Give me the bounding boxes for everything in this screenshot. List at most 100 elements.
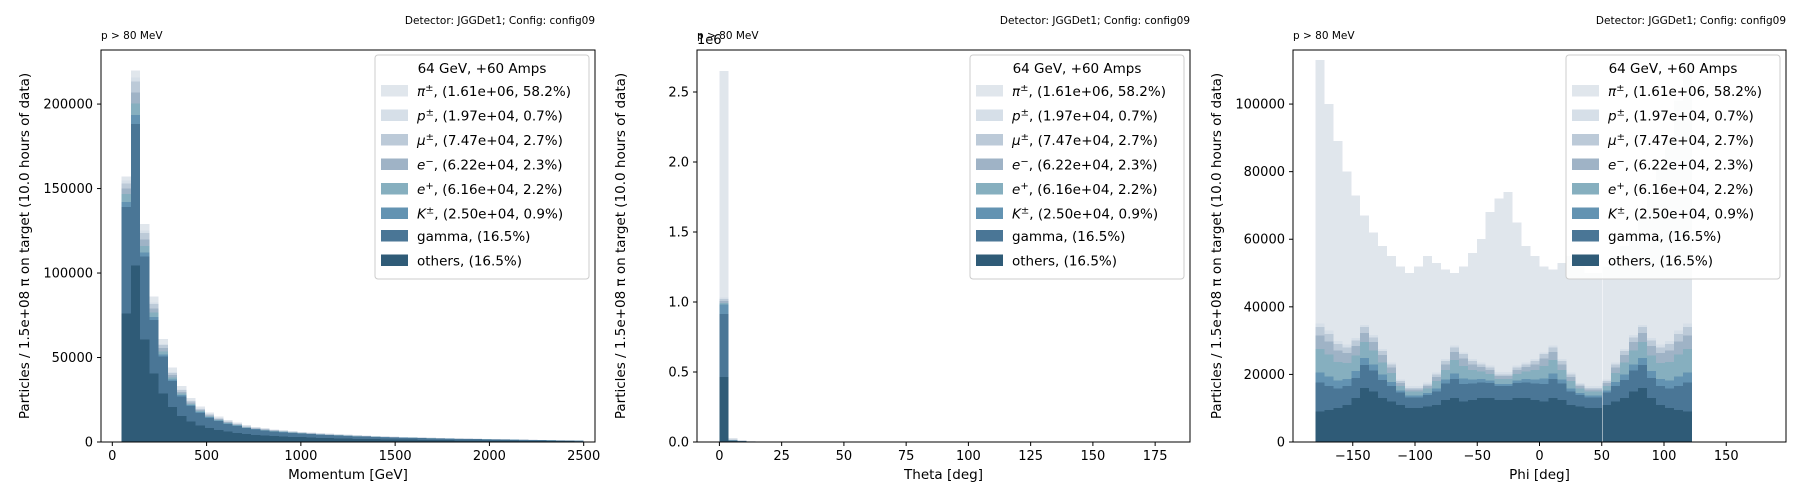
bar-phi-bin21-layer0 — [1503, 191, 1513, 372]
bar-momentum-bin39-layer6 — [482, 439, 492, 441]
bar-phi-bin20-layer6 — [1494, 386, 1504, 400]
legend-label: e−, (6.22e+04, 2.3%) — [1608, 157, 1754, 174]
bar-momentum-bin20-layer6 — [306, 434, 316, 438]
bar-phi-bin35-layer3 — [1629, 342, 1639, 351]
bar-phi-bin39-layer1 — [1664, 340, 1674, 344]
bar-phi-bin18-layer3 — [1476, 367, 1486, 372]
bar-phi-bin7-layer1 — [1378, 348, 1388, 351]
bar-phi-bin18-layer1 — [1476, 362, 1486, 365]
bar-phi-bin33-layer3 — [1611, 367, 1621, 373]
bar-phi-bin39-layer6 — [1664, 388, 1674, 409]
bar-momentum-bin5-layer5 — [167, 379, 178, 382]
bar-phi-bin25-layer7 — [1539, 401, 1549, 442]
bar-momentum-bin7-layer6 — [186, 405, 196, 422]
y-tick-label-theta: 2.0 — [668, 156, 689, 171]
bar-momentum-bin20-layer0 — [306, 432, 316, 434]
bar-phi-bin31-layer2 — [1593, 387, 1603, 390]
legend-label: e+, (6.16e+04, 2.2%) — [1012, 181, 1158, 198]
bar-momentum-bin41-layer7 — [500, 440, 510, 442]
bar-phi-bin28-layer2 — [1566, 374, 1576, 377]
bar-momentum-bin3-layer0 — [149, 296, 159, 303]
bar-phi-bin6-layer2 — [1369, 337, 1379, 343]
bar-momentum-bin2-layer4 — [140, 245, 150, 253]
bar-phi-bin35-layer4 — [1629, 350, 1639, 365]
bar-phi-bin40-layer4 — [1673, 354, 1683, 377]
bar-momentum-bin2-layer6 — [140, 256, 150, 340]
bar-phi-bin16-layer0 — [1458, 266, 1468, 353]
bar-momentum-bin5-layer6 — [167, 381, 178, 408]
bar-phi-bin40-layer7 — [1673, 409, 1683, 442]
bar-phi-bin21-layer5 — [1503, 384, 1513, 387]
bar-phi-bin14-layer0 — [1440, 269, 1450, 360]
legend-swatch — [976, 109, 1003, 121]
bar-momentum-bin16-layer0 — [269, 429, 279, 431]
bar-phi-bin32-layer5 — [1602, 390, 1612, 393]
bar-momentum-bin33-layer7 — [426, 439, 436, 442]
bar-phi-bin19-layer5 — [1485, 380, 1495, 384]
bar-phi-bin17-layer7 — [1467, 399, 1477, 442]
bar-phi-bin37-layer7 — [1647, 398, 1657, 442]
bar-phi-bin7-layer0 — [1378, 246, 1388, 349]
bar-momentum-bin24-layer6 — [343, 436, 353, 439]
bar-phi-bin1-layer6 — [1324, 385, 1334, 410]
x-tick-label-phi: −50 — [1464, 449, 1491, 464]
bar-momentum-bin12-layer3 — [232, 424, 242, 426]
bar-phi-bin0-layer2 — [1315, 327, 1325, 336]
bar-theta-bin0-layer7 — [719, 377, 729, 442]
bar-phi-bin35-layer2 — [1629, 337, 1639, 343]
bar-phi-bin27-layer0 — [1557, 262, 1567, 360]
legend-swatch — [1572, 85, 1599, 97]
bar-phi-bin22-layer5 — [1512, 380, 1522, 384]
bar-momentum-bin11-layer2 — [223, 421, 233, 423]
bar-momentum-bin39-layer7 — [482, 440, 492, 442]
bar-momentum-bin13-layer6 — [241, 428, 252, 435]
x-axis-label-theta: Theta [deg] — [903, 467, 983, 483]
bar-phi-bin8-layer5 — [1387, 382, 1397, 386]
bar-phi-bin36-layer1 — [1638, 324, 1648, 328]
bar-phi-bin22-layer3 — [1512, 369, 1522, 374]
bar-phi-bin14-layer1 — [1440, 359, 1450, 361]
bar-momentum-bin9-layer4 — [204, 416, 215, 418]
legend-swatch — [381, 134, 408, 146]
bar-momentum-bin31-layer7 — [408, 439, 418, 442]
bar-momentum-bin31-layer6 — [408, 437, 418, 440]
bar-phi-bin2-layer2 — [1333, 344, 1343, 351]
title-left-theta: p > 80 MeV — [697, 30, 759, 42]
bar-phi-bin38-layer7 — [1656, 404, 1665, 442]
bar-momentum-bin7-layer2 — [186, 401, 196, 403]
bar-phi-bin25-layer4 — [1539, 366, 1549, 379]
bar-phi-bin6-layer1 — [1369, 335, 1379, 338]
bar-momentum-bin29-layer7 — [389, 439, 399, 442]
bar-phi-bin27-layer6 — [1557, 383, 1567, 400]
bar-momentum-bin1-layer0 — [130, 70, 141, 78]
bar-phi-bin17-layer1 — [1467, 359, 1477, 361]
legend-label: p±, (1.97e+04, 0.7%) — [416, 108, 563, 125]
legend-swatch — [1572, 207, 1599, 219]
bar-phi-bin40-layer1 — [1673, 330, 1683, 334]
bar-phi-bin34-layer4 — [1620, 362, 1630, 375]
x-tick-label-momentum: 500 — [194, 449, 219, 464]
panel-momentum: 0 500 1000 1500 2000 2500 0 50000 100000 150000 20… — [17, 15, 600, 483]
bar-phi-bin27-layer2 — [1557, 360, 1567, 365]
bar-theta-bin0-layer5 — [719, 304, 729, 314]
bar-momentum-bin3-layer4 — [149, 312, 159, 318]
x-tick-label-theta: 150 — [1080, 449, 1105, 464]
bar-momentum-bin10-layer7 — [214, 430, 224, 442]
bar-phi-bin6-layer0 — [1369, 232, 1379, 336]
bar-phi-bin16-layer3 — [1458, 358, 1468, 367]
bar-phi-bin29-layer0 — [1575, 266, 1585, 383]
x-tick-label-theta: 75 — [898, 449, 915, 464]
bar-phi-bin25-layer5 — [1539, 378, 1549, 384]
bar-phi-bin3-layer1 — [1342, 344, 1352, 348]
bar-phi-bin12-layer7 — [1422, 406, 1432, 442]
bar-phi-bin35-layer1 — [1629, 335, 1639, 338]
bar-momentum-bin47-layer6 — [555, 440, 566, 442]
x-tick-label-momentum: 1000 — [284, 449, 317, 464]
x-tick-label-phi: 50 — [1593, 449, 1610, 464]
bar-phi-bin36-layer7 — [1638, 387, 1648, 442]
bar-phi-bin41-layer6 — [1682, 382, 1692, 412]
bar-phi-bin29-layer6 — [1575, 395, 1585, 407]
bar-momentum-bin8-layer0 — [195, 406, 205, 409]
bar-phi-bin5-layer4 — [1360, 342, 1370, 359]
bar-phi-bin1-layer4 — [1324, 354, 1334, 377]
